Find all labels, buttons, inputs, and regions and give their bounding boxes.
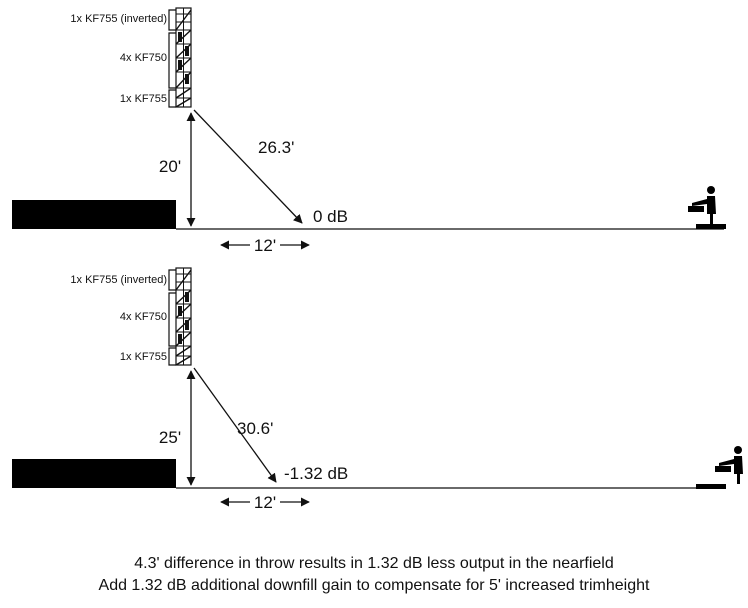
label-kf755-inverted: 1x KF755 (inverted) [70,274,167,286]
offset-label: 12' [254,493,276,512]
bracket-middle [168,32,176,89]
listener-figure [688,186,726,229]
diagram-top: 1x KF755 (inverted) 4x KF750 1x KF755 [12,7,726,255]
label-kf750: 4x KF750 [120,311,167,323]
bracket-bottom [168,347,176,366]
height-label: 20' [159,157,181,176]
level-label: 0 dB [313,207,348,226]
bracket-bottom [168,89,176,108]
throw-arrow [193,109,303,224]
level-label: -1.32 dB [284,464,348,483]
stage-block [12,200,176,229]
label-kf755-inverted: 1x KF755 (inverted) [70,13,167,25]
listener-figure [696,446,743,489]
label-kf755: 1x KF755 [120,351,167,363]
stage-block [12,459,176,488]
diagram-bottom: 1x KF755 (inverted) 4x KF750 1x KF755 25 [12,267,743,512]
caption-line-1: 4.3' difference in throw results in 1.32… [134,555,614,572]
throw-arrow [193,367,277,483]
bracket-top [168,9,176,31]
label-kf755: 1x KF755 [120,93,167,105]
throw-label: 30.6' [237,419,273,438]
bracket-top [168,269,176,291]
offset-label: 12' [254,236,276,255]
throw-label: 26.3' [258,138,294,157]
height-label: 25' [159,428,181,447]
speaker-array [175,7,192,108]
bracket-middle [168,292,176,347]
label-kf750: 4x KF750 [120,52,167,64]
caption-line-2: Add 1.32 dB additional downfill gain to … [98,577,650,594]
speaker-array [175,267,192,366]
